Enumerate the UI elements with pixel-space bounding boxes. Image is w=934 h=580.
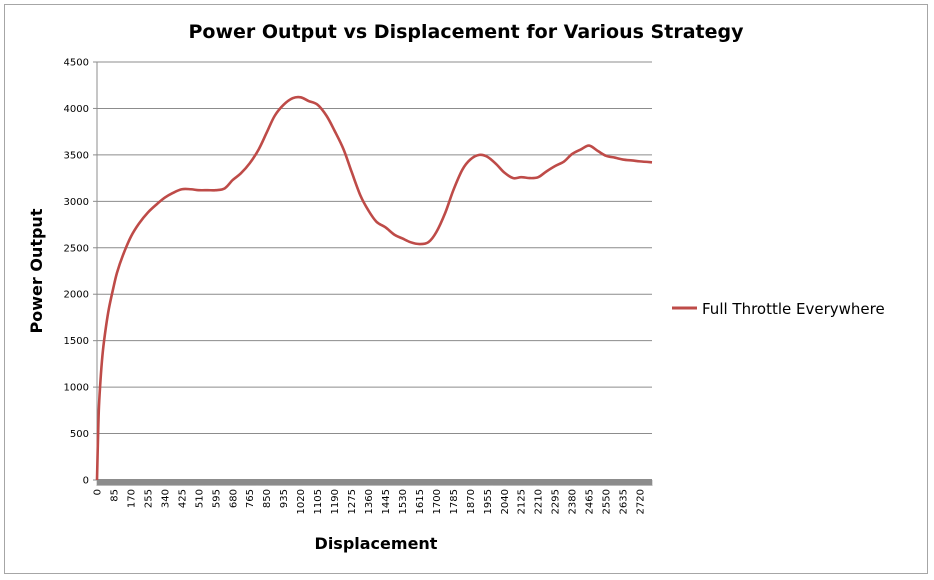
- x-tick-label: 1615: [415, 489, 426, 514]
- x-tick-label: 255: [143, 489, 154, 508]
- x-tick-label: 2465: [585, 489, 596, 514]
- x-tick-label: 1275: [347, 489, 358, 514]
- x-tick-label: 1360: [364, 489, 375, 514]
- x-tick-label: 0: [93, 489, 104, 495]
- x-tick-label: 510: [194, 489, 205, 508]
- y-tick-label: 0: [83, 476, 89, 487]
- x-tick-label: 2635: [619, 489, 630, 514]
- x-tick-label: 85: [109, 489, 120, 502]
- y-tick-label: 4000: [64, 104, 89, 115]
- y-tick-label: 3500: [64, 150, 89, 161]
- x-tick-label: 2550: [602, 489, 613, 514]
- x-tick-label: 765: [245, 489, 256, 508]
- x-tick-label: 1445: [381, 489, 392, 514]
- legend: Full Throttle Everywhere: [672, 300, 885, 318]
- x-tick-label: 935: [279, 489, 290, 508]
- x-tick-label: 1530: [398, 489, 409, 514]
- y-tick-label: 2000: [64, 290, 89, 301]
- x-tick-labels: 0 85 170 255 340 425 510 595 680 765 850 935 1020 110…: [93, 489, 647, 514]
- y-axis-title: Power Output: [27, 208, 46, 333]
- series-lines: [95, 95, 653, 481]
- x-tick-label: 170: [126, 489, 137, 508]
- x-tick-label: 2295: [551, 489, 562, 514]
- x-tick-label: 850: [262, 489, 273, 508]
- x-tick-label: 1955: [483, 489, 494, 514]
- series-line-0: [95, 95, 653, 481]
- x-tick-label: 2040: [500, 489, 511, 514]
- x-tick-label: 1870: [466, 489, 477, 514]
- x-tick-label: 1105: [313, 489, 324, 514]
- x-tick-label: 2125: [517, 489, 528, 514]
- legend-label: Full Throttle Everywhere: [702, 300, 885, 318]
- x-axis-title: Displacement: [315, 534, 438, 553]
- y-tick-label: 1500: [64, 336, 89, 347]
- y-tick-label: 3000: [64, 197, 89, 208]
- y-tick-label: 4500: [64, 58, 89, 69]
- x-tick-label: 1785: [449, 489, 460, 514]
- y-tick-label: 1000: [64, 383, 89, 394]
- x-tick-label: 595: [211, 489, 222, 508]
- x-axis-line: [97, 479, 652, 485]
- x-tick-label: 425: [177, 489, 188, 508]
- y-tick-label: 500: [70, 429, 89, 440]
- x-tick-label: 2720: [636, 489, 647, 514]
- y-tick-labels: 0 500 1000 1500 2000 2500 3000 3500 4000 4500: [64, 58, 89, 487]
- x-tick-label: 2380: [568, 489, 579, 514]
- x-tick-label: 340: [160, 489, 171, 508]
- x-tick-label: 2210: [534, 489, 545, 514]
- x-tick-label: 1700: [432, 489, 443, 514]
- x-tick-label: 1020: [296, 489, 307, 514]
- axes: [93, 61, 653, 486]
- chart-title: Power Output vs Displacement for Various…: [189, 21, 745, 43]
- x-tick-label: 680: [228, 489, 239, 508]
- gridlines: [97, 61, 652, 435]
- x-tick-label: 1190: [330, 489, 341, 514]
- y-tick-label: 2500: [64, 243, 89, 254]
